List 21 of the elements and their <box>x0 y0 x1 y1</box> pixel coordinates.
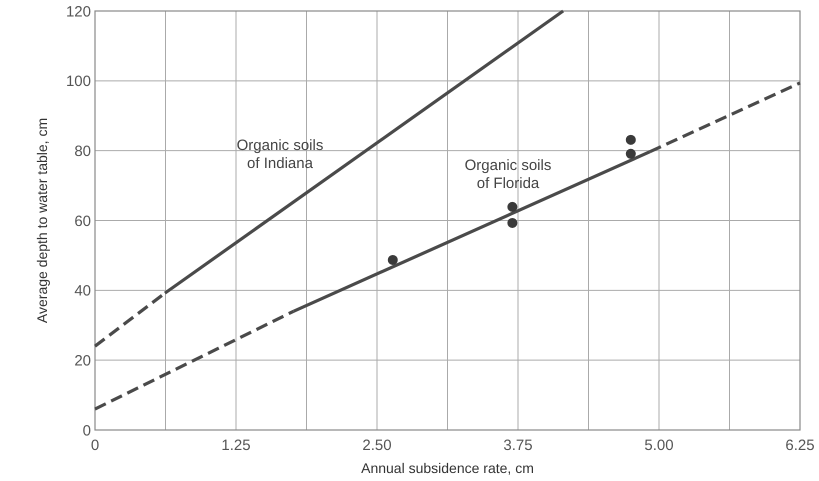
y-tick-label: 60 <box>74 212 91 230</box>
annotation: Organic soils of Indiana <box>236 137 324 172</box>
y-tick-label: 120 <box>66 3 91 20</box>
annotation: Organic soils of Florida <box>464 157 552 192</box>
point <box>626 134 636 145</box>
point <box>388 254 398 265</box>
y-tick-label: 40 <box>74 282 91 300</box>
x-tick-label: 2.50 <box>362 437 392 454</box>
y-axis-title: Average depth to water table, cm <box>34 118 50 324</box>
x-tick-label: 3.75 <box>503 437 533 454</box>
y-tick-label: 0 <box>82 422 91 440</box>
y-tick-label: 80 <box>74 142 91 160</box>
point <box>626 148 636 159</box>
point <box>507 218 518 228</box>
y-tick-label: 100 <box>66 73 91 90</box>
x-tick-label: 5.00 <box>644 437 674 454</box>
point <box>507 202 518 212</box>
x-axis-title: Annual subsidence rate, cm <box>361 460 534 476</box>
x-tick-label: 6.25 <box>785 437 815 454</box>
x-tick-label: 1.25 <box>221 437 251 454</box>
y-tick-label: 20 <box>74 352 91 370</box>
